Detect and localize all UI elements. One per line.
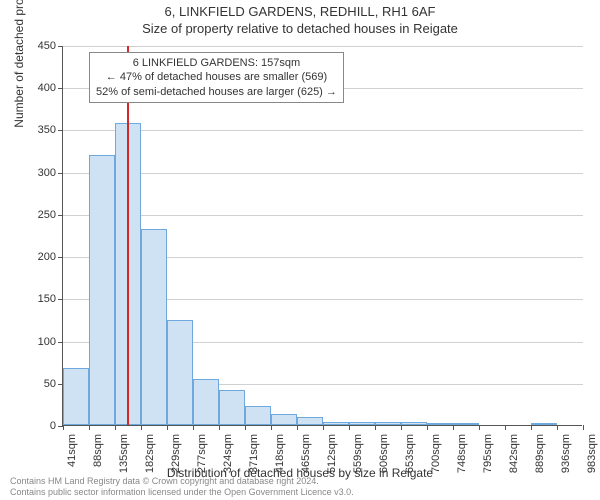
y-tick-mark: [58, 257, 63, 258]
y-tick-label: 200: [22, 251, 56, 263]
y-tick-mark: [58, 88, 63, 89]
y-tick-label: 450: [22, 40, 56, 52]
histogram-bar: [375, 422, 401, 425]
x-tick-mark: [141, 425, 142, 430]
x-tick-mark: [115, 425, 116, 430]
annotation-line1: 6 LINKFIELD GARDENS: 157sqm: [96, 56, 337, 70]
chart-subtitle: Size of property relative to detached ho…: [0, 20, 600, 36]
y-tick-label: 50: [22, 378, 56, 390]
x-tick-mark: [375, 425, 376, 430]
x-tick-mark: [297, 425, 298, 430]
histogram-bar: [323, 422, 349, 425]
y-tick-label: 100: [22, 336, 56, 348]
y-tick-mark: [58, 130, 63, 131]
footer-attribution: Contains HM Land Registry data © Crown c…: [10, 476, 354, 498]
y-tick-mark: [58, 173, 63, 174]
plot-area: 6 LINKFIELD GARDENS: 157sqm ← 47% of det…: [62, 46, 582, 426]
x-tick-mark: [401, 425, 402, 430]
histogram-bar: [297, 417, 323, 425]
histogram-bar: [271, 414, 297, 425]
histogram-bar: [245, 406, 271, 425]
x-tick-mark: [63, 425, 64, 430]
y-tick-label: 250: [22, 209, 56, 221]
x-tick-mark: [427, 425, 428, 430]
histogram-bar: [89, 155, 115, 425]
histogram-bar: [427, 423, 453, 425]
footer-line1: Contains HM Land Registry data © Crown c…: [10, 476, 354, 487]
y-tick-label: 400: [22, 82, 56, 94]
gridline: [63, 173, 583, 174]
x-tick-mark: [89, 425, 90, 430]
x-tick-mark: [557, 425, 558, 430]
histogram-bar: [63, 368, 89, 425]
gridline: [63, 215, 583, 216]
y-tick-labels: 050100150200250300350400450: [0, 46, 62, 426]
y-tick-label: 150: [22, 293, 56, 305]
x-tick-mark: [271, 425, 272, 430]
histogram-bar: [141, 229, 167, 425]
chart-container: 6, LINKFIELD GARDENS, REDHILL, RH1 6AF S…: [0, 0, 600, 500]
x-tick-mark: [505, 425, 506, 430]
y-tick-mark: [58, 46, 63, 47]
x-tick-label: 41sqm: [66, 434, 78, 467]
x-tick-mark: [583, 425, 584, 430]
histogram-bar: [349, 422, 375, 425]
x-tick-label: 88sqm: [92, 434, 104, 467]
y-tick-label: 350: [22, 124, 56, 136]
x-tick-mark: [167, 425, 168, 430]
gridline: [63, 130, 583, 131]
x-tick-mark: [479, 425, 480, 430]
histogram-bar: [401, 422, 427, 425]
annotation-line2: ← 47% of detached houses are smaller (56…: [96, 70, 337, 84]
y-tick-label: 0: [22, 420, 56, 432]
y-tick-mark: [58, 299, 63, 300]
annotation-box: 6 LINKFIELD GARDENS: 157sqm ← 47% of det…: [89, 52, 344, 103]
histogram-bar: [167, 320, 193, 425]
x-tick-mark: [193, 425, 194, 430]
x-tick-mark: [531, 425, 532, 430]
x-tick-mark: [245, 425, 246, 430]
histogram-bar: [531, 423, 557, 425]
chart-title: 6, LINKFIELD GARDENS, REDHILL, RH1 6AF: [0, 0, 600, 20]
x-tick-mark: [323, 425, 324, 430]
y-tick-mark: [58, 342, 63, 343]
y-tick-label: 300: [22, 167, 56, 179]
y-tick-mark: [58, 215, 63, 216]
x-tick-mark: [349, 425, 350, 430]
x-tick-mark: [219, 425, 220, 430]
footer-line2: Contains public sector information licen…: [10, 487, 354, 498]
annotation-line3: 52% of semi-detached houses are larger (…: [96, 85, 337, 99]
histogram-bar: [453, 423, 479, 425]
gridline: [63, 46, 583, 47]
x-tick-mark: [453, 425, 454, 430]
histogram-bar: [219, 390, 245, 425]
histogram-bar: [193, 379, 219, 425]
plot-wrap: 6 LINKFIELD GARDENS: 157sqm ← 47% of det…: [62, 46, 582, 426]
